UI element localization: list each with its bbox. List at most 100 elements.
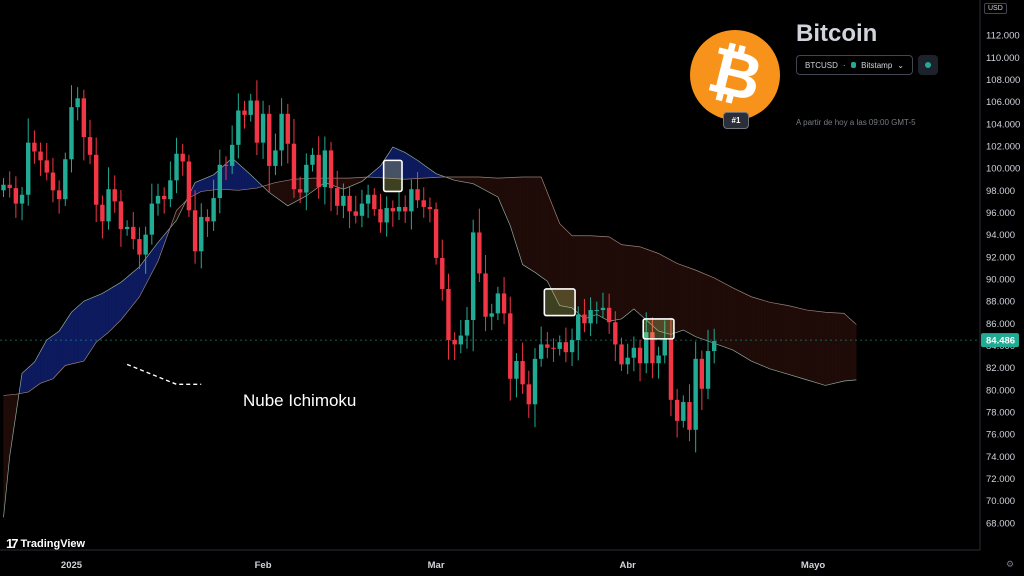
cloud-bear-segment [797,307,801,379]
candle-body [87,137,93,155]
cloud-bull-segment [117,281,122,324]
candle-body [7,184,12,189]
candle-body [477,232,482,274]
cloud-bear-segment [754,297,758,364]
candle-body [625,357,630,365]
x-tick-label: Feb [255,560,272,571]
candle-body [433,209,439,258]
cloud-bull-segment [123,276,128,317]
cloud-bull-segment [40,344,44,384]
symbol-selector[interactable]: BTCUSD · Bitstamp ⌄ [796,55,913,75]
candle-body [569,339,575,353]
candle-body [161,195,167,200]
candle-body [279,113,284,151]
candle-body [106,189,111,222]
cloud-bear-segment [636,246,641,315]
y-tick-label: 108.000 [986,75,1020,86]
cloud-bull-segment [46,337,51,382]
cloud-bear-segment [642,247,647,321]
cloud-bear-segment [676,263,681,333]
cloud-bull-segment [133,268,137,306]
cloud-bear-segment [766,301,771,370]
candle-body [421,200,426,207]
gear-icon[interactable]: ⚙ [1006,559,1015,569]
candle-body [81,98,87,138]
candle-body [322,150,328,187]
candle-body [211,198,216,222]
cloud-bear-segment [701,272,706,341]
candle-body [186,161,192,211]
cloud-bull-segment [238,163,242,191]
candle-body [668,338,674,400]
annotation-layer [126,363,202,386]
cloud-bear-segment [815,310,820,384]
cloud-bear-segment [809,310,814,383]
cloud-bear-segment [615,240,619,321]
candle-body [94,154,99,205]
candle-body [396,206,402,212]
cloud-bear-segment [834,312,838,384]
candle-body [464,320,470,336]
candle-body [409,189,414,212]
candle-body [495,293,501,314]
candle-body [557,342,562,349]
cloud-bear-segment [633,245,638,313]
candle-body [674,399,680,421]
candle-body [532,358,538,405]
time-axis[interactable]: 2025 Feb Mar Abr Mayo [0,549,980,571]
candle-body [32,142,37,152]
cloud-bull-segment [408,154,412,180]
cloud-bear-segment [846,315,851,381]
price-axis-background [980,0,1024,576]
candle-body [38,151,43,161]
cloud-bear-segment [528,176,533,271]
tradingview-wordmark: TradingView [20,537,86,550]
cloud-bear-segment [735,289,740,355]
candle-body [335,188,340,206]
candle-body [137,239,142,255]
y-tick-label: 102.000 [986,141,1020,152]
price-axis[interactable]: 112.000 110.000 108.000 106.000 104.000 102.0… [979,0,1024,576]
y-tick-label: 80.000 [986,385,1015,396]
cloud-bear-segment [772,302,777,371]
candle-body [304,164,309,193]
cloud-bull-segment [108,287,112,333]
live-status-icon[interactable] [918,55,938,75]
cloud-bear-segment [578,235,582,317]
cloud-bull-segment [105,289,109,336]
candle-body [19,194,25,204]
y-tick-label: 68.000 [986,518,1015,529]
y-tick-label: 98.000 [986,186,1015,197]
candle-body [520,361,525,385]
candle-body [613,322,618,345]
cloud-bull-segment [55,330,60,376]
cloud-bear-segment [284,180,288,207]
candle-body [131,226,136,240]
cloud-bull-segment [111,285,115,330]
cloud-bear-segment [646,248,650,324]
candle-body [149,203,155,235]
candle-body [273,150,278,166]
currency-label[interactable]: USD [984,3,1007,14]
exchange-label: Bitstamp [861,60,893,70]
cloud-bear-segment [775,303,780,372]
cloud-bear-segment [828,312,832,385]
candle-body [712,341,717,352]
candle-body [174,153,179,181]
y-tick-label: 86.000 [986,319,1015,330]
candle-body [124,226,130,230]
candle-body [328,150,334,189]
y-tick-label: 104.000 [986,119,1020,130]
cloud-bull-segment [244,168,248,190]
cloud-bull-segment [74,306,78,364]
tradingview-mark-icon: 17 [6,536,19,551]
x-tick-label: Mayo [801,560,825,571]
candle-body [199,216,204,252]
candle-body [538,344,544,359]
tradingview-logo[interactable]: 17 TradingView [6,536,85,551]
candle-body [359,203,365,216]
cloud-bear-segment [525,176,529,269]
cloud-bull-segment [31,361,35,391]
candle-body [452,339,457,345]
